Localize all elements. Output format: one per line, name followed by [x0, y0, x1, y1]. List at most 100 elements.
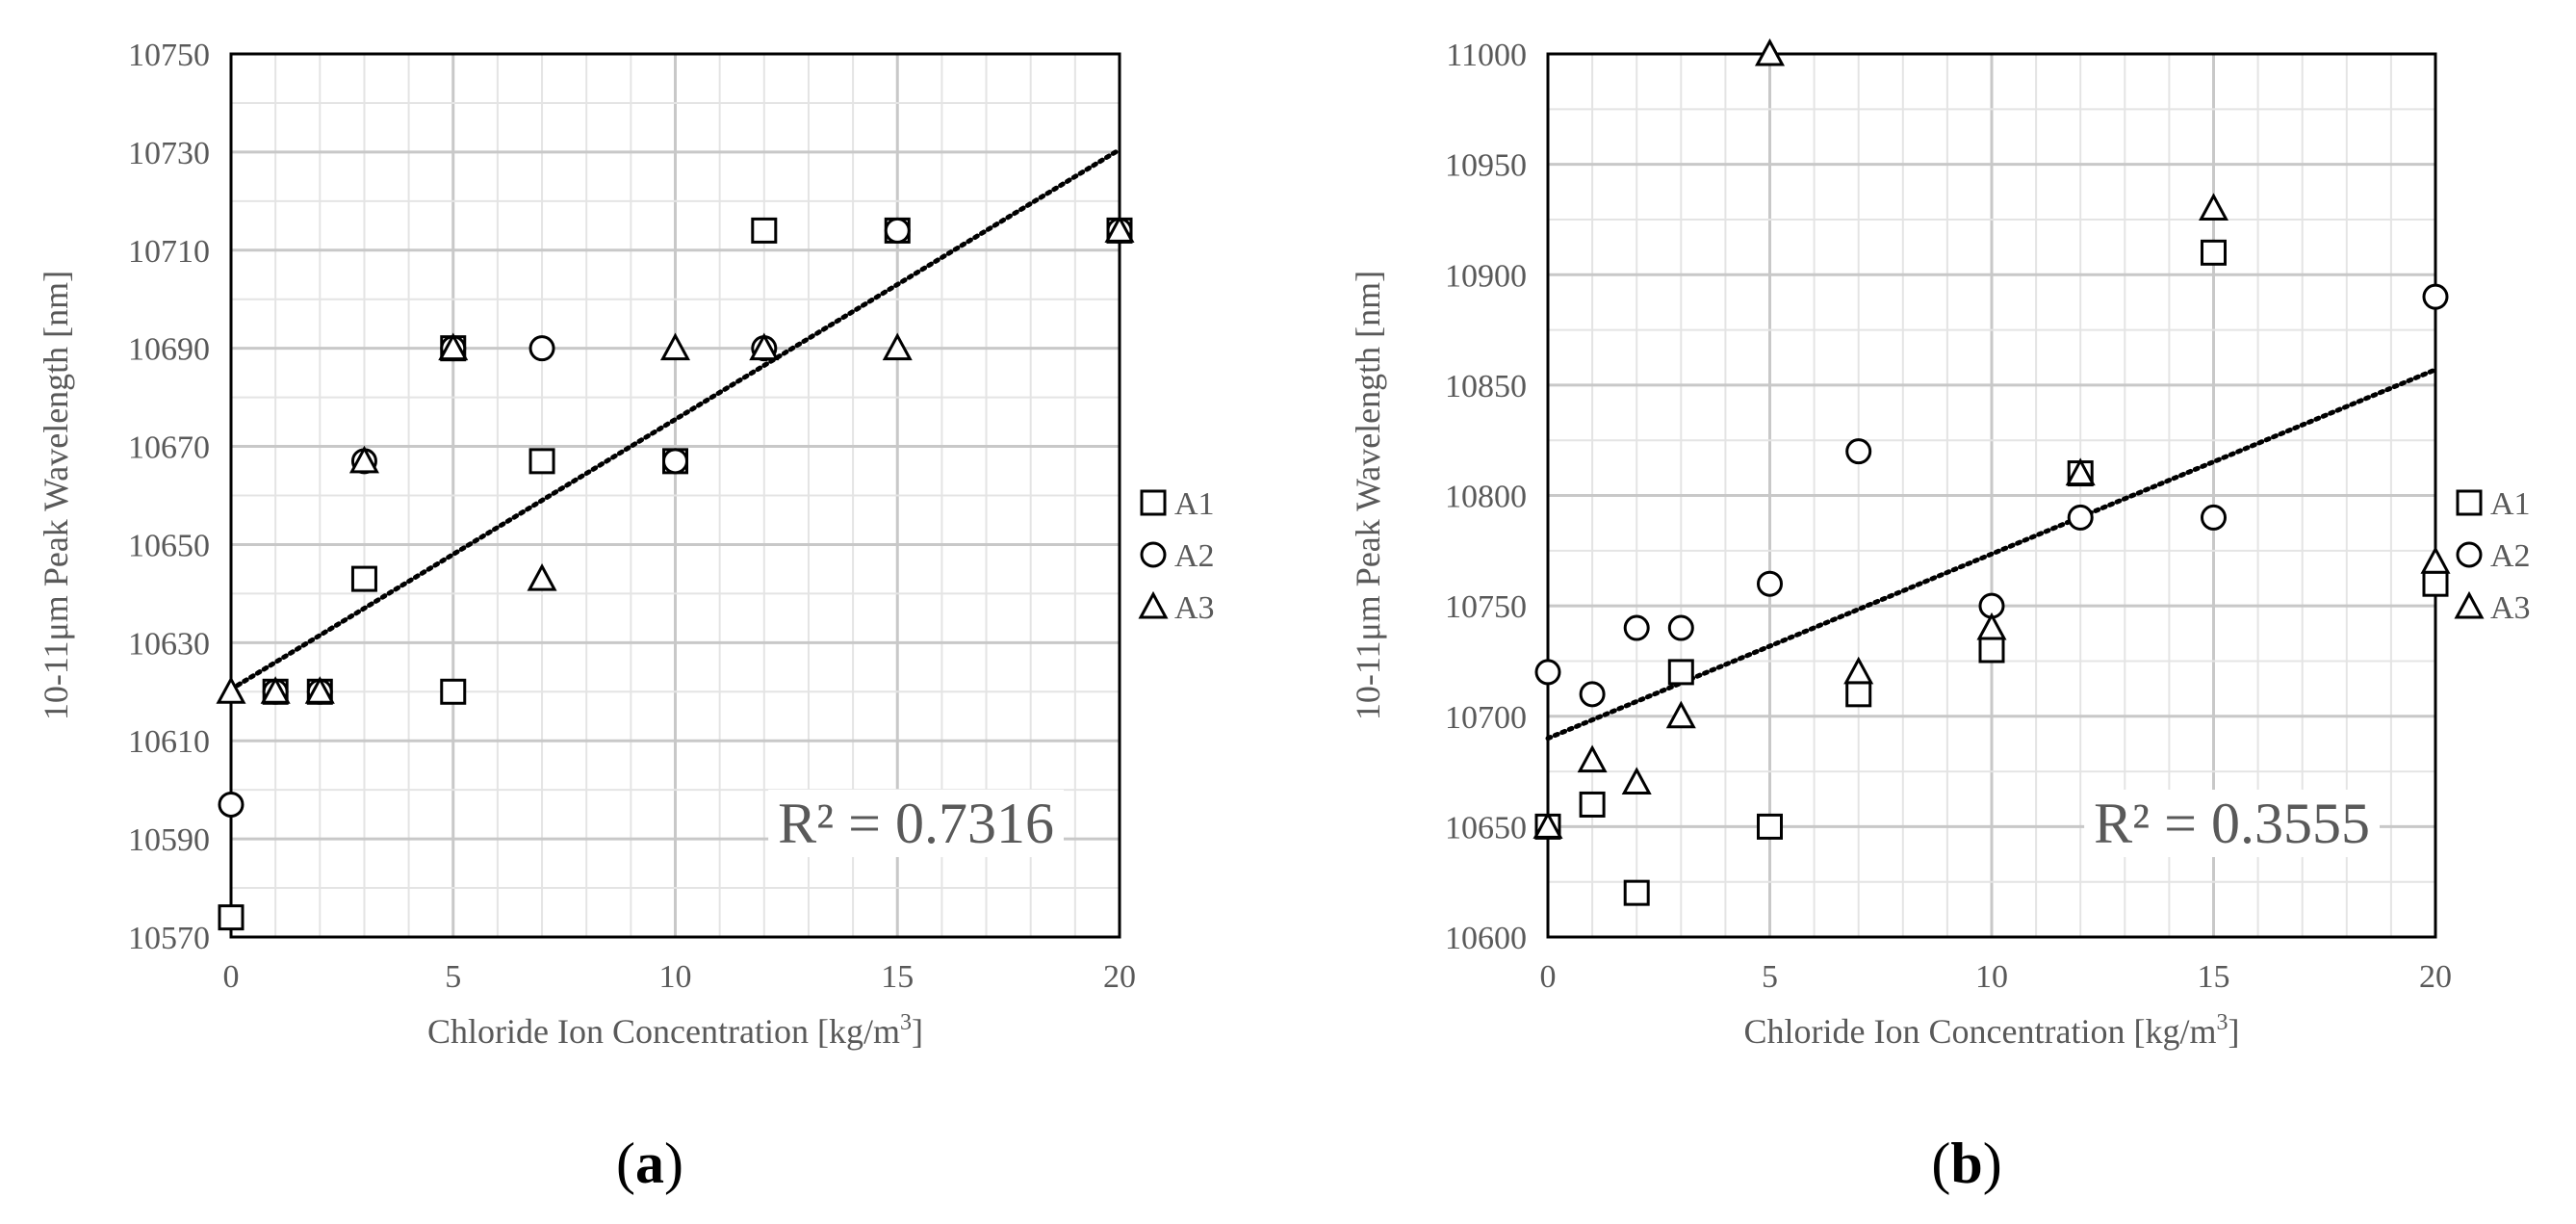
data-point-a3	[1976, 612, 2007, 640]
plot-area-border	[229, 52, 1121, 939]
trendline	[228, 146, 1122, 692]
data-point-a3	[2065, 457, 2096, 486]
y-axis-title: 10-11μm Peak Wavelength [nm]	[1349, 271, 1387, 720]
data-point-a3	[1665, 700, 1696, 729]
x-tick-label: 5	[1762, 959, 1778, 995]
y-tick-label: 10800	[1445, 480, 1527, 515]
data-point-a2	[1534, 659, 1561, 686]
data-point-a1	[2422, 570, 2449, 597]
data-point-a3	[216, 676, 246, 704]
data-point-a3	[438, 332, 469, 361]
y-tick-label: 10630	[128, 626, 210, 662]
legend-marker-a3	[1138, 590, 1169, 619]
legend-label-a2: A2	[2490, 538, 2531, 574]
data-point-a1	[1667, 659, 1694, 686]
data-point-a3	[1843, 656, 1874, 685]
data-point-a1	[2201, 239, 2227, 266]
data-point-a3	[2198, 193, 2229, 221]
data-point-a2	[1757, 570, 1783, 597]
y-tick-label: 10650	[128, 528, 210, 563]
data-point-a3	[1621, 767, 1652, 795]
legend-marker-a1	[1140, 489, 1167, 516]
data-point-a1	[440, 678, 467, 705]
chart-panel-a: 0 5 10 15 20 10570 10590 10610 10630 10650 10670 10…	[37, 38, 1215, 1195]
y-tick-label: 10730	[128, 136, 210, 171]
y-tick-label: 10570	[128, 921, 210, 956]
r-squared-annotation: R² = 0.3555	[2094, 792, 2370, 855]
data-point-a1	[528, 448, 555, 475]
data-point-a2	[1667, 614, 1694, 641]
data-point-a1	[1845, 681, 1872, 708]
y-tick-label: 10710	[128, 234, 210, 270]
data-point-a3	[260, 676, 291, 704]
y-tick-label: 10690	[128, 332, 210, 368]
data-point-a3	[882, 332, 913, 361]
panel-label: (b)	[1931, 1132, 2001, 1195]
y-tick-label: 10600	[1445, 921, 1527, 956]
x-tick-label: 5	[445, 959, 461, 995]
y-tick-label: 10700	[1445, 700, 1527, 736]
data-point-a2	[2201, 504, 2227, 531]
legend-label-a3: A3	[2490, 590, 2531, 626]
data-point-a2	[1623, 614, 1650, 641]
annotation-background	[768, 790, 1064, 857]
data-point-a3	[1754, 38, 1786, 66]
data-point-a1	[218, 904, 245, 931]
plot-area-border	[1546, 52, 2437, 939]
series-a3	[1533, 38, 2451, 839]
x-tick-label: 20	[1103, 959, 1136, 995]
legend: A1 A2 A3	[2454, 486, 2531, 626]
legend-marker-a3	[2454, 590, 2485, 619]
series-a3	[216, 215, 1135, 704]
data-point-a1	[1978, 637, 2005, 664]
annotation-background	[2084, 790, 2380, 857]
legend-marker-a1	[2456, 489, 2483, 516]
data-point-a1	[1757, 813, 1783, 840]
x-tick-label: 20	[2419, 959, 2452, 995]
trendline	[1545, 367, 2438, 742]
legend-marker-a2	[2456, 541, 2483, 568]
data-point-a2	[662, 448, 688, 475]
legend-label-a2: A2	[1174, 538, 1215, 574]
x-tick-label: 0	[1540, 959, 1557, 995]
y-tick-label: 10900	[1445, 258, 1527, 294]
data-point-a2	[218, 791, 245, 818]
y-axis-title: 10-11μm Peak Wavelength [nm]	[37, 271, 75, 720]
data-point-a3	[304, 676, 335, 704]
y-tick-label: 10750	[1445, 589, 1527, 625]
legend-label-a1: A1	[1174, 486, 1215, 522]
x-tick-label: 15	[2198, 959, 2230, 995]
series-a2	[1534, 283, 2449, 708]
data-point-a1	[1623, 879, 1650, 906]
data-point-a2	[2422, 283, 2449, 310]
data-point-a3	[348, 445, 379, 474]
data-point-a2	[1845, 438, 1872, 465]
legend-label-a1: A1	[2490, 486, 2531, 522]
r-squared-annotation: R² = 0.7316	[778, 792, 1054, 855]
data-point-a2	[2067, 504, 2094, 531]
panel-label: (a)	[616, 1132, 683, 1195]
y-tick-label: 10950	[1445, 148, 1527, 184]
y-tick-label: 10610	[128, 724, 210, 760]
y-tick-label: 10650	[1445, 810, 1527, 846]
y-tick-label: 11000	[1446, 38, 1527, 73]
x-tick-label: 0	[223, 959, 240, 995]
data-point-a3	[749, 332, 780, 361]
data-point-a1	[1579, 791, 1606, 818]
chart-panel-b: 0 5 10 15 20 10600 10650 10700 10750 10800 10850 10…	[1349, 38, 2531, 1195]
y-tick-label: 10750	[128, 38, 210, 73]
data-point-a2	[1579, 681, 1606, 708]
x-axis-title: Chloride Ion Concentration [kg/m3]	[427, 1010, 923, 1051]
y-tick-label: 10590	[128, 822, 210, 858]
data-point-a3	[1533, 811, 1563, 839]
data-point-a3	[2420, 546, 2451, 574]
x-axis-title: Chloride Ion Concentration [kg/m3]	[1744, 1010, 2240, 1051]
data-point-a3	[527, 562, 557, 591]
data-point-a3	[1104, 215, 1135, 243]
data-point-a2	[884, 217, 911, 244]
data-point-a1	[350, 565, 377, 592]
legend-marker-a2	[1140, 541, 1167, 568]
y-tick-label: 10850	[1445, 369, 1527, 404]
legend: A1 A2 A3	[1138, 486, 1215, 626]
